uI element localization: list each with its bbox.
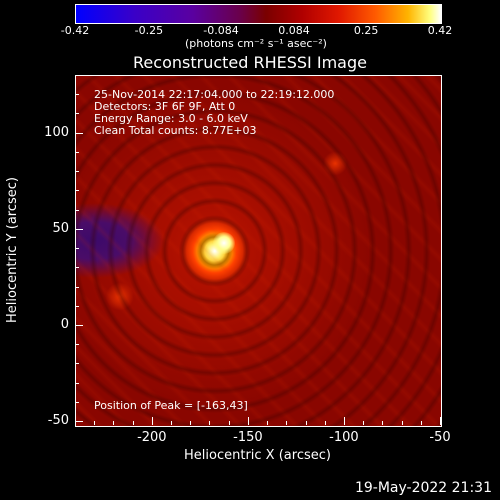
- x-minor-tick: [267, 421, 269, 425]
- y-tick: [75, 325, 83, 326]
- y-minor-tick: [75, 94, 79, 96]
- y-minor-tick: [75, 267, 79, 269]
- time-range-label: 25-Nov-2014 22:17:04.000 to 22:19:12.000: [94, 88, 335, 101]
- y-minor-tick: [75, 248, 79, 250]
- x-minor-tick: [113, 421, 115, 425]
- x-minor-tick: [228, 421, 230, 425]
- y-minor-tick: [75, 209, 79, 211]
- x-tick: [247, 417, 249, 425]
- x-minor-tick: [420, 421, 422, 425]
- y-minor-tick: [75, 382, 79, 384]
- clean-counts-label: Clean Total counts: 8.77E+03: [94, 124, 257, 137]
- y-minor-tick: [75, 75, 79, 76]
- peak-source: [212, 232, 235, 255]
- x-tick: [151, 417, 153, 425]
- colorbar-tick-label: 0.42: [427, 24, 453, 37]
- footer-timestamp: 19-May-2022 21:31: [354, 480, 492, 496]
- heatmap-image: 25-Nov-2014 22:17:04.000 to 22:19:12.000…: [75, 75, 442, 427]
- detectors-label: Detectors: 3F 6F 9F, Att 0: [94, 100, 236, 113]
- chart-title: Reconstructed RHESSI Image: [133, 53, 367, 72]
- x-minor-tick: [286, 421, 288, 425]
- x-tick-label: -50: [429, 430, 451, 445]
- colorbar-tick-label: -0.084: [203, 24, 239, 37]
- colorbar-tick-label: -0.25: [134, 24, 164, 37]
- y-minor-tick: [75, 286, 79, 288]
- y-minor-tick: [75, 305, 79, 307]
- colorbar-tick-label: -0.42: [60, 24, 90, 37]
- x-tick: [440, 417, 441, 425]
- colorbar-tick-label: 0.25: [353, 24, 379, 37]
- y-minor-tick: [75, 113, 79, 115]
- x-axis-label: Heliocentric X (arcsec): [184, 448, 331, 463]
- peak-position-label: Position of Peak = [-163,43]: [94, 399, 248, 412]
- y-tick-label: 50: [52, 220, 69, 236]
- x-tick-label: -200: [137, 430, 167, 445]
- y-minor-tick: [75, 363, 79, 365]
- sidelobe-pattern: [76, 76, 441, 426]
- x-tick: [343, 417, 345, 425]
- y-minor-tick: [75, 344, 79, 346]
- y-axis-label: Heliocentric Y (arcsec): [5, 177, 20, 323]
- x-minor-tick: [190, 421, 192, 425]
- y-minor-tick: [75, 171, 79, 173]
- x-minor-tick: [324, 421, 326, 425]
- x-minor-tick: [171, 421, 173, 425]
- x-minor-tick: [382, 421, 384, 425]
- x-minor-tick: [132, 421, 134, 425]
- x-minor-tick: [209, 421, 211, 425]
- y-tick: [75, 421, 83, 423]
- y-tick-label: 100: [44, 124, 69, 140]
- y-tick-label: 0: [60, 317, 69, 332]
- y-minor-tick: [75, 401, 79, 403]
- y-minor-tick: [75, 190, 79, 192]
- x-tick-label: -150: [233, 430, 263, 445]
- x-minor-tick: [401, 421, 403, 425]
- x-minor-tick: [94, 421, 96, 425]
- colorbar-units: (photons cm⁻² s⁻¹ asec⁻²): [185, 37, 327, 50]
- y-tick-label: -50: [47, 413, 69, 429]
- y-tick: [75, 228, 83, 230]
- x-minor-tick: [305, 421, 307, 425]
- colorbar-tick-label: 0.084: [278, 24, 310, 37]
- energy-range-label: Energy Range: 3.0 - 6.0 keV: [94, 112, 248, 125]
- x-tick-label: -100: [329, 430, 359, 445]
- y-tick: [75, 132, 83, 134]
- x-minor-tick: [363, 421, 365, 425]
- colorbar: [75, 4, 442, 24]
- y-minor-tick: [75, 151, 79, 153]
